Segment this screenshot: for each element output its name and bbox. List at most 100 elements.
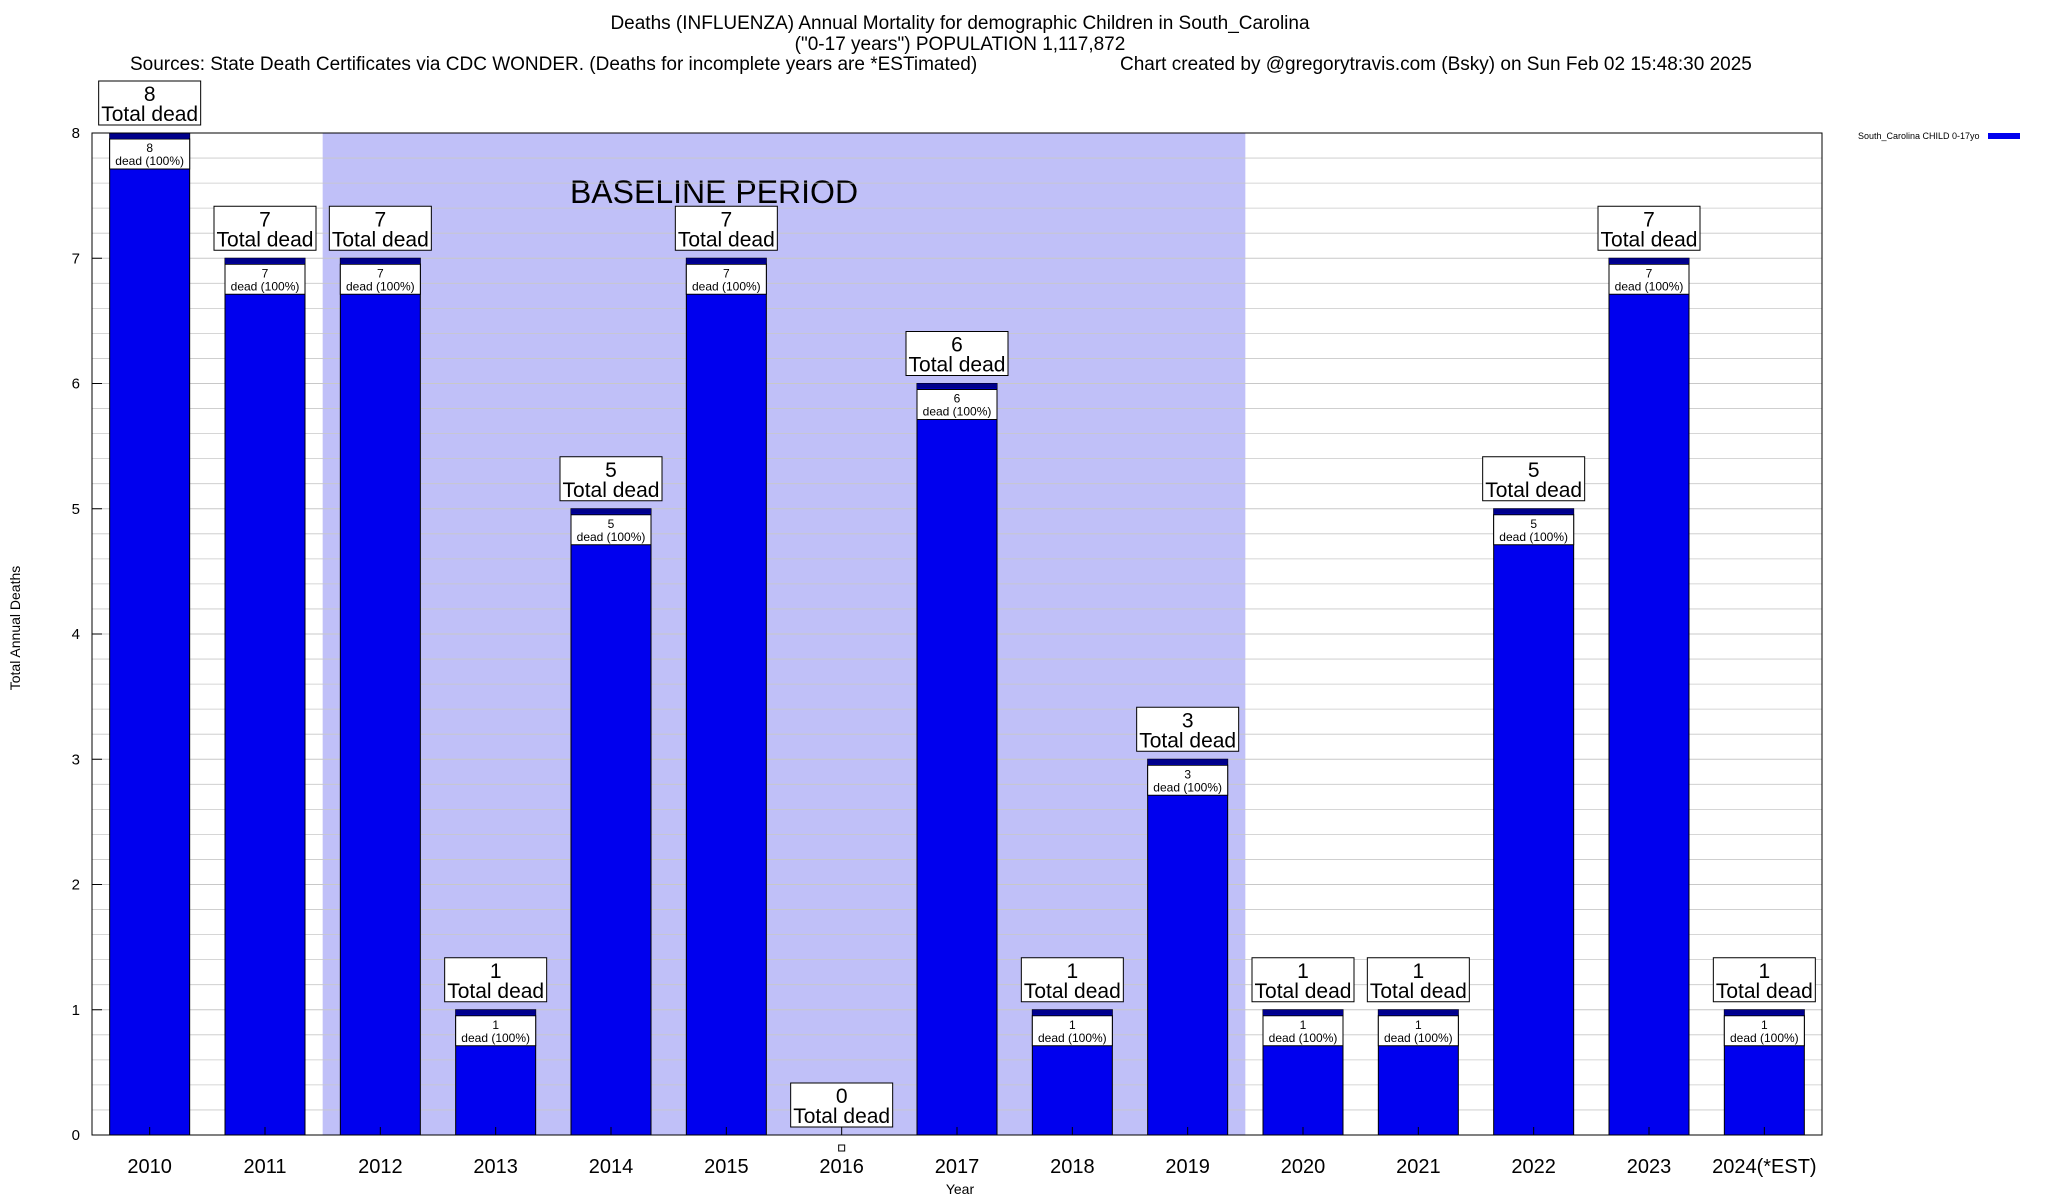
total-label-box: [328, 205, 432, 251]
bar-top-edge: [455, 1009, 536, 1015]
x-tick-label: 2013: [473, 1156, 518, 1178]
total-value-label: 7: [1643, 208, 1655, 231]
total-text-label: Total dead: [447, 980, 544, 1003]
legend: South_Carolina CHILD 0-17yo: [1858, 131, 2020, 141]
total-label-box: [1366, 957, 1470, 1003]
y-tick-label: 6: [72, 376, 80, 393]
baseline-label: BASELINE PERIOD: [570, 174, 858, 210]
total-label-box: [1251, 957, 1355, 1003]
inner-value-label: 1: [1761, 1018, 1768, 1032]
total-value-label: 0: [836, 1085, 848, 1108]
total-value-label: 3: [1182, 709, 1194, 732]
x-tick-label: 2020: [1281, 1156, 1326, 1178]
total-label-box: [1482, 456, 1586, 502]
x-axis-label: Year: [945, 1181, 975, 1197]
inner-value-label: 5: [1530, 517, 1537, 531]
bar-top-edge: [917, 383, 997, 389]
y-tick-label: 3: [72, 751, 80, 768]
inner-percent-label: dead (100%): [923, 405, 992, 419]
x-tick-label: 2012: [358, 1156, 403, 1178]
bar: [685, 257, 767, 1136]
total-label-box: [790, 1082, 894, 1128]
total-text-label: Total dead: [1255, 980, 1352, 1003]
zero-marker: [838, 1144, 846, 1152]
total-value-label: 6: [951, 334, 963, 357]
x-tick-label: 2016: [819, 1156, 864, 1178]
total-text-label: Total dead: [1139, 729, 1236, 752]
bar-top-edge: [1493, 508, 1574, 514]
total-label-box: [1136, 706, 1240, 752]
inner-label-box: [339, 263, 421, 295]
chart-title: Deaths (INFLUENZA) Annual Mortality for …: [610, 13, 1310, 34]
plot-frame: [91, 132, 1823, 1136]
inner-percent-label: dead (100%): [692, 279, 761, 293]
inner-value-label: 3: [1184, 767, 1191, 781]
inner-percent-label: dead (100%): [231, 279, 300, 293]
inner-value-label: 5: [608, 517, 615, 531]
source-note: Sources: State Death Certificates via CD…: [130, 54, 978, 75]
bar: [1493, 508, 1575, 1136]
total-value-label: 7: [720, 208, 732, 231]
inner-label-box: [109, 138, 191, 170]
total-value-label: 5: [605, 459, 617, 482]
x-tick-label: 2010: [127, 1156, 172, 1178]
total-value-label: 7: [259, 208, 271, 231]
bar-top-edge: [686, 258, 767, 264]
inner-value-label: 1: [1069, 1018, 1076, 1032]
inner-label-box: [1031, 1015, 1113, 1047]
y-tick-label: 4: [72, 626, 80, 643]
x-tick-label: 2014: [589, 1156, 634, 1178]
bar-top-edge: [1609, 258, 1689, 264]
total-text-label: Total dead: [1024, 980, 1121, 1003]
bar: [1147, 758, 1229, 1136]
bar: [339, 257, 421, 1136]
total-text-label: Total dead: [217, 228, 314, 251]
inner-value-label: 7: [262, 266, 269, 280]
x-tick-label: 2019: [1165, 1156, 1210, 1178]
total-value-label: 1: [1758, 960, 1770, 983]
x-tick-label: 2024(*EST): [1712, 1156, 1817, 1178]
inner-percent-label: dead (100%): [346, 279, 415, 293]
total-label-box: [98, 80, 202, 126]
inner-percent-label: dead (100%): [1615, 279, 1684, 293]
inner-label-box: [455, 1015, 537, 1047]
bar: [224, 257, 306, 1136]
total-text-label: Total dead: [1716, 980, 1813, 1003]
inner-percent-label: dead (100%): [461, 1031, 530, 1045]
inner-value-label: 1: [492, 1018, 499, 1032]
inner-value-label: 6: [954, 392, 961, 406]
total-label-box: [1712, 957, 1816, 1003]
inner-label-box: [916, 389, 998, 420]
x-tick-label: 2015: [704, 1156, 749, 1178]
x-tick-label: 2023: [1627, 1156, 1672, 1178]
total-value-label: 7: [374, 208, 386, 231]
total-text-label: Total dead: [1485, 479, 1582, 502]
total-value-label: 5: [1528, 459, 1540, 482]
y-axis-label: Total Annual Deaths: [7, 565, 23, 691]
total-label-box: [674, 205, 778, 251]
inner-percent-label: dead (100%): [577, 530, 646, 544]
bar-top-edge: [1263, 1009, 1343, 1015]
inner-label-box: [1262, 1015, 1344, 1047]
inner-value-label: 1: [1415, 1018, 1422, 1032]
y-tick-label: 0: [72, 1127, 80, 1144]
chart-subtitle: ("0-17 years") POPULATION 1,117,872: [794, 34, 1126, 55]
total-value-label: 1: [1297, 960, 1309, 983]
inner-percent-label: dead (100%): [1730, 1031, 1799, 1045]
inner-label-box: [1493, 514, 1575, 546]
inner-percent-label: dead (100%): [1384, 1031, 1453, 1045]
total-text-label: Total dead: [332, 228, 429, 251]
total-label-box: [559, 456, 663, 502]
x-tick-label: 2011: [243, 1156, 286, 1178]
inner-value-label: 7: [723, 266, 730, 280]
bar-top-edge: [109, 133, 190, 138]
total-text-label: Total dead: [1601, 228, 1698, 251]
y-tick-label: 2: [72, 877, 80, 894]
bar: [570, 508, 652, 1136]
y-tick-label: 5: [72, 501, 80, 518]
inner-value-label: 1: [1300, 1018, 1307, 1032]
bar: [916, 383, 998, 1136]
total-label-box: [1020, 957, 1124, 1003]
x-tick-label: 2022: [1511, 1156, 1556, 1178]
